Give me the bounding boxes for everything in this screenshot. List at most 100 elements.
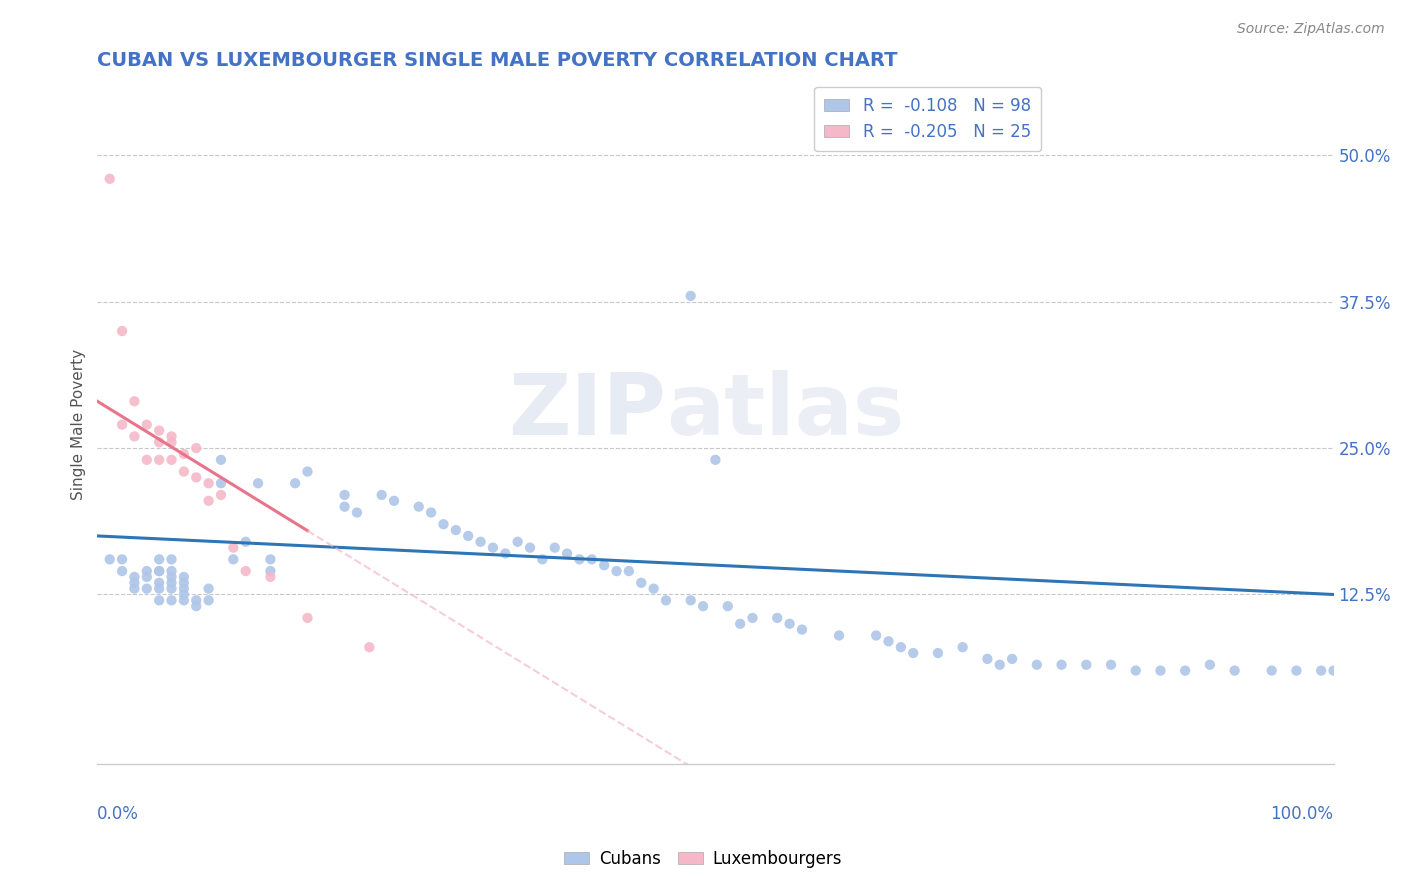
Point <box>209 488 232 502</box>
Point <box>173 465 195 479</box>
Point <box>679 593 702 607</box>
Point <box>173 447 195 461</box>
Point <box>160 582 183 596</box>
Point <box>160 575 183 590</box>
Point <box>173 587 195 601</box>
Point <box>333 500 356 514</box>
Point <box>519 541 541 555</box>
Point <box>124 570 146 584</box>
Point <box>704 452 727 467</box>
Point <box>506 534 529 549</box>
Point <box>531 552 554 566</box>
Point <box>877 634 900 648</box>
Point <box>865 628 887 642</box>
Point <box>1223 664 1246 678</box>
Point <box>1310 664 1333 678</box>
Text: ZIP: ZIP <box>508 369 666 452</box>
Point <box>111 324 134 338</box>
Point <box>197 476 219 491</box>
Point <box>173 575 195 590</box>
Point <box>555 547 578 561</box>
Point <box>197 593 219 607</box>
Point <box>581 552 603 566</box>
Point <box>617 564 640 578</box>
Point <box>135 570 157 584</box>
Point <box>890 640 912 655</box>
Point <box>606 564 628 578</box>
Point <box>470 534 492 549</box>
Point <box>135 582 157 596</box>
Point <box>1285 664 1308 678</box>
Point <box>148 575 170 590</box>
Point <box>1050 657 1073 672</box>
Legend: Cubans, Luxembourgers: Cubans, Luxembourgers <box>557 844 849 875</box>
Point <box>284 476 307 491</box>
Point <box>148 582 170 596</box>
Point <box>148 564 170 578</box>
Point <box>741 611 763 625</box>
Point <box>494 547 516 561</box>
Point <box>197 493 219 508</box>
Point <box>186 441 208 455</box>
Point <box>1076 657 1098 672</box>
Point <box>444 523 467 537</box>
Point <box>148 564 170 578</box>
Point <box>148 424 170 438</box>
Point <box>186 599 208 614</box>
Point <box>457 529 479 543</box>
Point <box>173 570 195 584</box>
Point <box>655 593 678 607</box>
Point <box>927 646 949 660</box>
Y-axis label: Single Male Poverty: Single Male Poverty <box>72 349 86 500</box>
Point <box>160 552 183 566</box>
Point <box>124 575 146 590</box>
Point <box>952 640 974 655</box>
Point <box>148 552 170 566</box>
Point <box>1174 664 1197 678</box>
Point <box>222 541 245 555</box>
Point <box>98 171 121 186</box>
Point <box>976 652 998 666</box>
Text: atlas: atlas <box>666 369 904 452</box>
Point <box>135 564 157 578</box>
Point <box>98 552 121 566</box>
Point <box>420 506 443 520</box>
Point <box>790 623 813 637</box>
Point <box>148 452 170 467</box>
Point <box>779 616 801 631</box>
Point <box>148 593 170 607</box>
Point <box>197 582 219 596</box>
Point <box>124 582 146 596</box>
Point <box>235 534 257 549</box>
Point <box>235 564 257 578</box>
Point <box>1260 664 1282 678</box>
Text: 100.0%: 100.0% <box>1271 805 1333 823</box>
Point <box>728 616 751 631</box>
Point <box>135 452 157 467</box>
Point <box>1199 657 1222 672</box>
Point <box>544 541 567 555</box>
Point <box>1322 664 1344 678</box>
Point <box>259 564 281 578</box>
Text: 0.0%: 0.0% <box>97 805 139 823</box>
Point <box>135 417 157 432</box>
Point <box>1025 657 1047 672</box>
Point <box>333 488 356 502</box>
Point <box>111 417 134 432</box>
Point <box>346 506 368 520</box>
Point <box>111 552 134 566</box>
Point <box>679 289 702 303</box>
Point <box>160 452 183 467</box>
Point <box>259 552 281 566</box>
Point <box>1149 664 1171 678</box>
Point <box>111 564 134 578</box>
Point <box>173 582 195 596</box>
Point <box>1099 657 1122 672</box>
Point <box>568 552 591 566</box>
Point <box>297 611 319 625</box>
Point <box>593 558 616 573</box>
Point <box>160 593 183 607</box>
Point <box>209 452 232 467</box>
Point <box>297 465 319 479</box>
Point <box>432 517 454 532</box>
